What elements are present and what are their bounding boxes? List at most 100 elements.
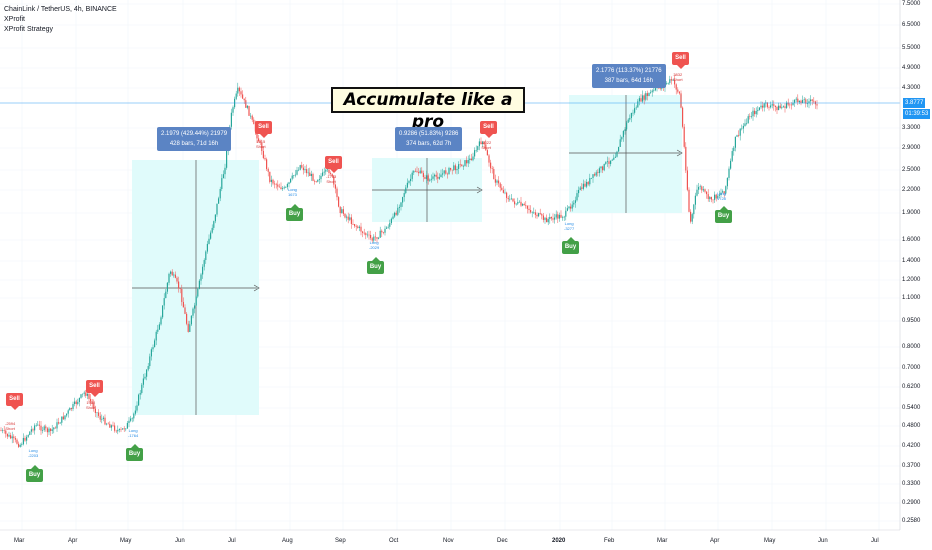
buy-signal[interactable]: Buy bbox=[26, 465, 43, 482]
candle bbox=[483, 141, 485, 149]
candle bbox=[67, 408, 69, 418]
candle bbox=[362, 230, 364, 238]
candle bbox=[216, 203, 218, 217]
candle bbox=[3, 426, 5, 434]
candle bbox=[315, 180, 317, 183]
indicator-xprofit[interactable]: XProfit bbox=[4, 16, 26, 23]
candle bbox=[784, 103, 786, 113]
candle bbox=[699, 184, 701, 190]
candle bbox=[520, 196, 522, 208]
current-price-label: 3.8777 bbox=[903, 98, 926, 108]
candle bbox=[200, 272, 202, 285]
time-tick: Jun bbox=[175, 538, 185, 544]
candle bbox=[366, 231, 368, 238]
buy-signal[interactable]: Buy bbox=[715, 206, 732, 223]
candle bbox=[53, 427, 55, 434]
time-tick: Sep bbox=[335, 538, 346, 544]
candle bbox=[6, 433, 8, 439]
candle bbox=[698, 183, 700, 195]
candle bbox=[590, 177, 592, 180]
candle bbox=[171, 269, 173, 276]
candle bbox=[485, 139, 487, 151]
candle bbox=[747, 114, 749, 124]
sell-signal[interactable]: Sell bbox=[86, 380, 103, 397]
candle bbox=[11, 431, 13, 444]
buy-signal[interactable]: Buy bbox=[126, 444, 143, 461]
candle bbox=[77, 398, 79, 406]
candle bbox=[440, 169, 442, 178]
candle bbox=[701, 185, 703, 194]
candle bbox=[258, 134, 260, 142]
candle bbox=[600, 166, 602, 173]
symbol-title[interactable]: ChainLink / TetherUS, 4h, BINANCE bbox=[4, 6, 117, 13]
candle bbox=[738, 130, 740, 138]
sell-tag: 3832 Short bbox=[673, 72, 683, 82]
candle bbox=[592, 174, 594, 183]
sell-signal[interactable]: Sell bbox=[255, 121, 272, 138]
candle bbox=[374, 231, 376, 241]
candle bbox=[587, 180, 589, 186]
candle bbox=[194, 302, 196, 314]
indicator-xprofit-strategy[interactable]: XProfit Strategy bbox=[4, 26, 54, 33]
buy-signal[interactable]: Buy bbox=[562, 237, 579, 254]
measure-box-1: 2.1979 (429.44%) 21979 428 bars, 71d 16h bbox=[157, 127, 232, 151]
candle bbox=[400, 201, 402, 211]
candle bbox=[85, 389, 87, 398]
candle bbox=[432, 172, 434, 181]
candle bbox=[693, 203, 695, 219]
candle bbox=[29, 431, 31, 436]
candle bbox=[376, 237, 378, 243]
candle bbox=[213, 220, 215, 231]
candle bbox=[134, 405, 136, 416]
price-tick: 0.2580 bbox=[902, 518, 921, 524]
buy-signal[interactable]: Buy bbox=[367, 257, 384, 274]
candle bbox=[651, 89, 653, 97]
sell-tag: 1615 Short bbox=[256, 139, 266, 149]
candle bbox=[382, 231, 384, 235]
candle bbox=[61, 416, 63, 426]
candle bbox=[782, 105, 784, 108]
candle bbox=[443, 170, 445, 177]
candle bbox=[566, 205, 568, 212]
sell-signal[interactable]: Sell bbox=[325, 156, 342, 173]
candle bbox=[579, 185, 581, 191]
candle bbox=[339, 206, 341, 218]
candle bbox=[338, 196, 340, 208]
candle bbox=[58, 417, 60, 425]
candle bbox=[325, 168, 327, 175]
sell-signal[interactable]: Sell bbox=[672, 52, 689, 69]
measure-box-2: 0.9286 (51.83%) 9286 374 bars, 62d 7h bbox=[395, 127, 463, 151]
candle bbox=[218, 196, 220, 204]
candle bbox=[482, 140, 484, 148]
candle bbox=[45, 424, 47, 432]
candle bbox=[789, 102, 791, 109]
candle bbox=[669, 75, 671, 85]
time-tick: May bbox=[764, 538, 776, 544]
sell-signal[interactable]: Sell bbox=[480, 121, 497, 138]
candle bbox=[514, 198, 516, 208]
candle bbox=[14, 435, 16, 443]
candle bbox=[261, 139, 263, 155]
candle bbox=[642, 90, 644, 104]
candle bbox=[272, 178, 274, 186]
candle bbox=[259, 139, 261, 146]
candle bbox=[264, 154, 266, 161]
candle bbox=[773, 100, 775, 111]
candle bbox=[797, 94, 799, 106]
price-tick: 0.4200 bbox=[902, 443, 921, 449]
candle bbox=[352, 219, 354, 225]
candle bbox=[290, 178, 292, 184]
candle bbox=[712, 199, 714, 204]
candle bbox=[598, 166, 600, 177]
candle bbox=[526, 205, 528, 214]
candle bbox=[486, 149, 488, 156]
sell-signal[interactable]: Sell bbox=[6, 393, 23, 410]
candle bbox=[222, 170, 224, 179]
candle bbox=[648, 92, 650, 97]
candle bbox=[640, 94, 642, 102]
candle bbox=[205, 250, 207, 264]
candle bbox=[771, 100, 773, 109]
buy-signal[interactable]: Buy bbox=[286, 204, 303, 221]
buy-tag: Long -3277 bbox=[564, 221, 575, 231]
